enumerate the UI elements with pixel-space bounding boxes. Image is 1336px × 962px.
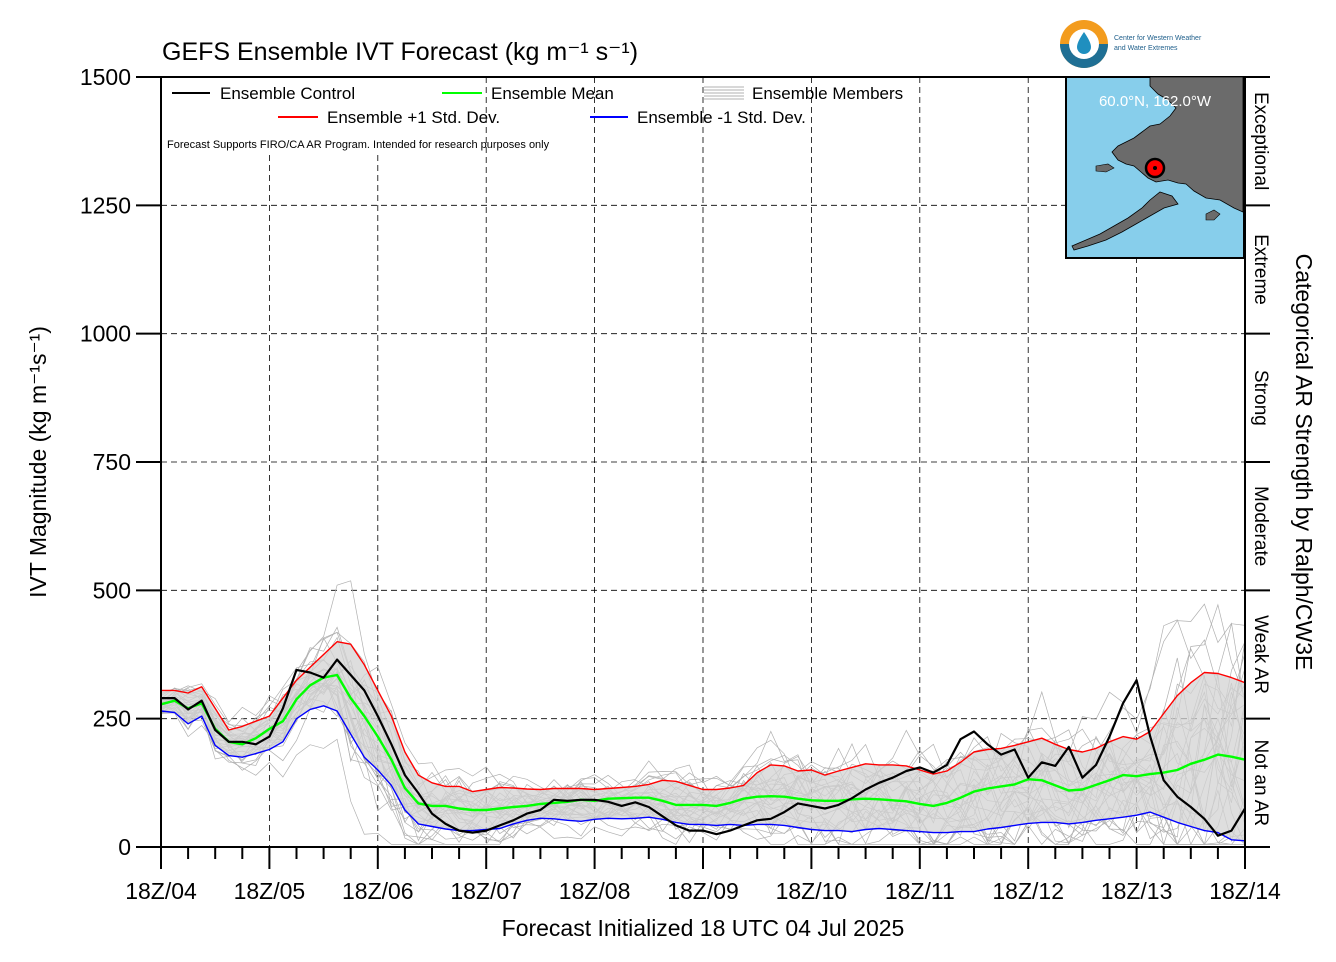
- legend-members: Ensemble Members: [752, 84, 903, 103]
- grid-lines: [161, 77, 1245, 847]
- minus-sd-line: [160, 705, 1246, 842]
- x-tick-label: 18Z/11: [885, 878, 955, 904]
- x-axis-ticks: 18Z/04 18Z/05 18Z/06 18Z/07 18Z/08 18Z/09 18Z/…: [125, 847, 1281, 904]
- x-tick-label: 18Z/07: [450, 878, 522, 904]
- logo-text-line1: Center for Western Weather: [1114, 35, 1202, 42]
- y-tick-label: 0: [118, 834, 131, 860]
- control-line: [161, 658, 1246, 837]
- y-tick-label: 250: [93, 706, 131, 732]
- x-tick-label: 18Z/06: [342, 878, 414, 904]
- x-tick-label: 18Z/12: [992, 878, 1064, 904]
- inset-location-label: 60.0°N, 162.0°W: [1099, 93, 1212, 110]
- legend-control: Ensemble Control: [220, 84, 355, 103]
- location-inset-map: 60.0°N, 162.0°W: [1065, 76, 1245, 259]
- y-tick-label: 500: [93, 577, 131, 603]
- x-tick-label: 18Z/13: [1101, 878, 1173, 904]
- x-tick-label: 18Z/09: [667, 878, 739, 904]
- category-label: Strong: [1250, 370, 1271, 426]
- cw3e-logo: Center for Western Weather and Water Ext…: [1060, 20, 1202, 68]
- legend-minus-sd: Ensemble -1 Std. Dev.: [637, 108, 806, 127]
- y-tick-label: 1250: [80, 192, 131, 218]
- nunivak-island: [1095, 163, 1115, 173]
- y-axis-ticks: 0 250 500 750 1000 1250 1500: [80, 64, 1270, 860]
- x-tick-label: 18Z/14: [1209, 878, 1281, 904]
- plus-sd-line: [161, 641, 1246, 793]
- y-tick-label: 750: [93, 449, 131, 475]
- y-tick-label: 1000: [80, 321, 131, 347]
- x-tick-label: 18Z/10: [776, 878, 848, 904]
- legend-mean: Ensemble Mean: [491, 84, 614, 103]
- x-tick-label: 18Z/08: [559, 878, 631, 904]
- y-tick-label: 1500: [80, 64, 131, 90]
- research-note: Forecast Supports FIRO/CA AR Program. In…: [167, 139, 550, 151]
- mean-line: [160, 673, 1246, 812]
- x-tick-label: 18Z/04: [125, 878, 197, 904]
- category-label: Not an AR: [1250, 740, 1271, 827]
- legend: Ensemble Control Ensemble Mean Ensemble …: [167, 84, 903, 151]
- category-label: Moderate: [1250, 486, 1271, 566]
- x-tick-label: 18Z/05: [234, 878, 306, 904]
- alaska-landmass: [1111, 76, 1244, 213]
- right-axis-label: Categorical AR Strength by Ralph/CW3E: [1291, 254, 1317, 671]
- category-label: Weak AR: [1250, 615, 1271, 694]
- category-label: Exceptional: [1250, 92, 1271, 190]
- y-axis-label: IVT Magnitude (kg m⁻¹s⁻¹): [25, 326, 51, 598]
- legend-plus-sd: Ensemble +1 Std. Dev.: [327, 108, 500, 127]
- alaska-peninsula: [1071, 191, 1179, 251]
- series-lines: [160, 641, 1246, 842]
- chart-title: GEFS Ensemble IVT Forecast (kg m⁻¹ s⁻¹): [162, 38, 638, 66]
- legend-members-swatch: [704, 86, 744, 100]
- category-label: Extreme: [1250, 234, 1271, 305]
- ar-category-labels: Not an AR Weak AR Moderate Strong Extreme Exc…: [1250, 92, 1271, 826]
- kodiak-island: [1205, 209, 1221, 221]
- logo-text-line2: and Water Extremes: [1114, 45, 1178, 52]
- x-axis-label: Forecast Initialized 18 UTC 04 Jul 2025: [502, 915, 905, 941]
